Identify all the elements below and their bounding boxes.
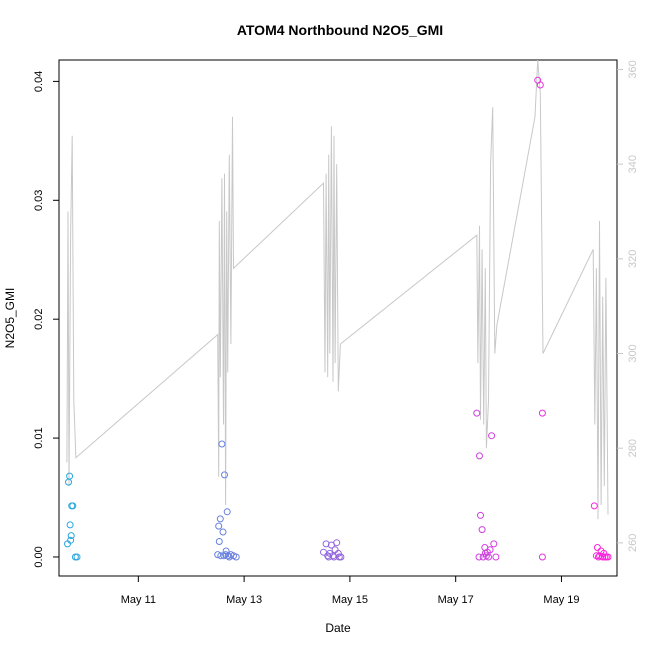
- data-point: [333, 539, 341, 547]
- right-axis-line: [66, 59, 609, 520]
- data-point: [490, 540, 498, 548]
- data-point: [473, 409, 481, 417]
- y-tick-label: 0.01: [33, 427, 45, 448]
- data-point: [590, 502, 598, 510]
- data-point: [215, 538, 223, 545]
- y-axis: 0.00 0.01 0.02 0.03 0.04: [33, 71, 59, 568]
- x-axis: May 11 May 13 May 15 May 17 May 19: [121, 576, 580, 606]
- right-tick-label: 300: [627, 344, 639, 362]
- data-point: [538, 409, 546, 417]
- data-point: [592, 552, 600, 560]
- data-point: [218, 440, 226, 448]
- right-tick-label: 340: [627, 155, 639, 173]
- y-tick-label: 0.00: [33, 546, 45, 567]
- data-point: [492, 553, 500, 561]
- y-tick-label: 0.03: [33, 190, 45, 211]
- data-point: [217, 552, 225, 560]
- right-tick-label: 360: [627, 60, 639, 78]
- data-point: [67, 532, 75, 540]
- data-point: [221, 471, 228, 479]
- x-tick-label: May 19: [543, 594, 579, 606]
- data-point: [486, 546, 494, 554]
- data-point: [320, 548, 327, 556]
- plot-area: [58, 59, 618, 577]
- x-tick-label: May 13: [226, 594, 262, 606]
- data-point: [604, 553, 612, 561]
- data-point: [331, 546, 339, 554]
- data-point: [599, 553, 607, 561]
- data-point: [216, 515, 224, 523]
- data-point: [225, 553, 233, 561]
- data-point: [322, 540, 330, 548]
- data-point: [475, 553, 483, 561]
- right-tick-label: 320: [627, 250, 639, 268]
- x-tick-label: May 11: [121, 594, 156, 606]
- data-point: [73, 553, 81, 561]
- data-point: [66, 521, 74, 529]
- data-point: [223, 508, 231, 516]
- data-point: [479, 553, 487, 561]
- data-point: [330, 553, 338, 561]
- data-point: [220, 552, 228, 560]
- data-point: [67, 536, 75, 544]
- data-point: [488, 432, 496, 440]
- x-axis-label: Date: [325, 621, 351, 635]
- data-point: [66, 472, 74, 480]
- chart-title: ATOM4 Northbound N2O5_GMI: [237, 22, 443, 38]
- data-point: [538, 553, 546, 561]
- series-line: [66, 59, 609, 520]
- right-axis: 260 280 300 320 340 360: [617, 60, 639, 552]
- data-point: [481, 549, 489, 557]
- data-point: [478, 526, 486, 534]
- data-points: [64, 76, 612, 561]
- data-point: [232, 553, 240, 561]
- data-point: [536, 81, 544, 89]
- y-tick-label: 0.04: [33, 71, 45, 92]
- right-tick-label: 260: [627, 534, 639, 552]
- data-point: [214, 551, 222, 559]
- x-tick-label: May 17: [438, 594, 474, 606]
- x-tick-label: May 15: [332, 594, 368, 606]
- data-point: [477, 511, 484, 519]
- y-axis-label: N2O5_GMI: [3, 288, 17, 349]
- data-point: [325, 553, 333, 561]
- y-tick-label: 0.02: [33, 308, 45, 329]
- right-tick-label: 280: [627, 439, 639, 457]
- data-point: [215, 522, 223, 530]
- data-point: [337, 553, 345, 561]
- data-point: [593, 544, 601, 551]
- data-point: [219, 528, 227, 536]
- data-point: [69, 502, 77, 510]
- data-point: [476, 452, 483, 460]
